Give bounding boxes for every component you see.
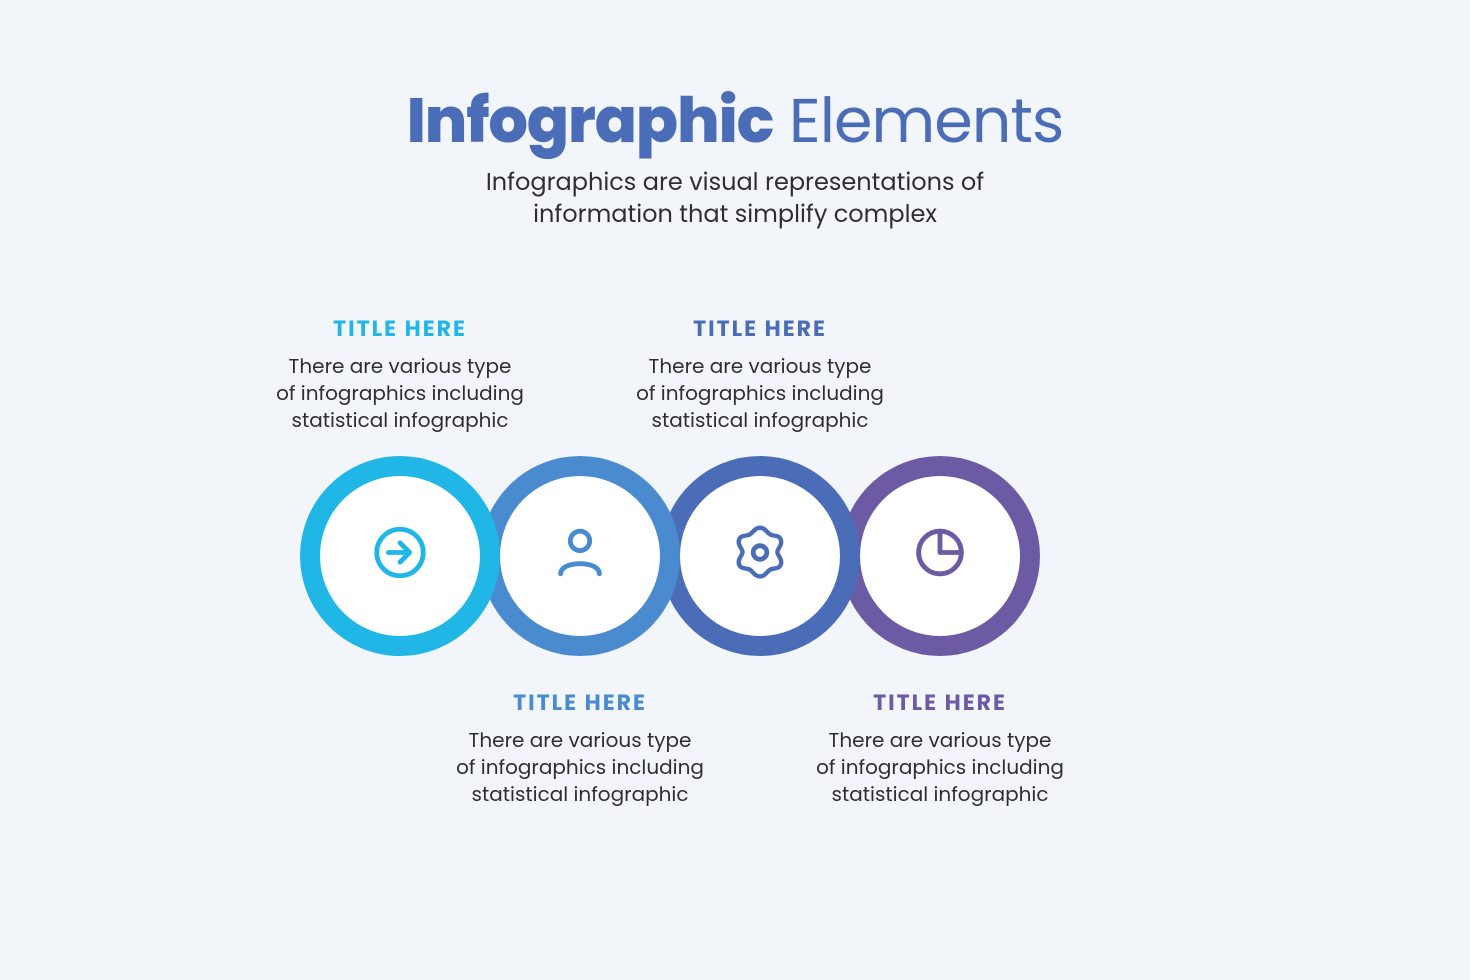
ring-0 (300, 456, 500, 656)
ring-1 (480, 456, 680, 656)
info-block-1: TITLE HERE There are various typeof infog… (430, 686, 730, 808)
header: Infographic Elements Infographics are vi… (0, 88, 1470, 232)
block-title: TITLE HERE (790, 686, 1090, 719)
ring-3 (840, 456, 1040, 656)
pie-chart-icon (909, 522, 971, 591)
gear-icon (729, 522, 791, 591)
user-icon (549, 522, 611, 591)
subtitle-line1: Infographics are visual representations … (486, 166, 984, 199)
page-subtitle: Infographics are visual representations … (0, 167, 1470, 232)
subtitle-line2: information that simplify complex (533, 198, 937, 231)
info-block-3: TITLE HERE There are various typeof infog… (790, 686, 1090, 808)
title-light: Elements (773, 77, 1063, 164)
block-title: TITLE HERE (430, 686, 730, 719)
block-body: There are various typeof infographics in… (610, 353, 910, 434)
infographic-canvas: Infographic Elements Infographics are vi… (0, 0, 1470, 980)
info-block-0: TITLE HERE There are various typeof infog… (250, 312, 550, 434)
page-title: Infographic Elements (0, 88, 1470, 153)
title-bold: Infographic (407, 77, 774, 164)
block-title: TITLE HERE (610, 312, 910, 345)
info-block-2: TITLE HERE There are various typeof infog… (610, 312, 910, 434)
block-body: There are various typeof infographics in… (250, 353, 550, 434)
enter-arrow-icon (369, 522, 431, 591)
block-title: TITLE HERE (250, 312, 550, 345)
block-body: There are various typeof infographics in… (790, 727, 1090, 808)
block-body: There are various typeof infographics in… (430, 727, 730, 808)
ring-2 (660, 456, 860, 656)
